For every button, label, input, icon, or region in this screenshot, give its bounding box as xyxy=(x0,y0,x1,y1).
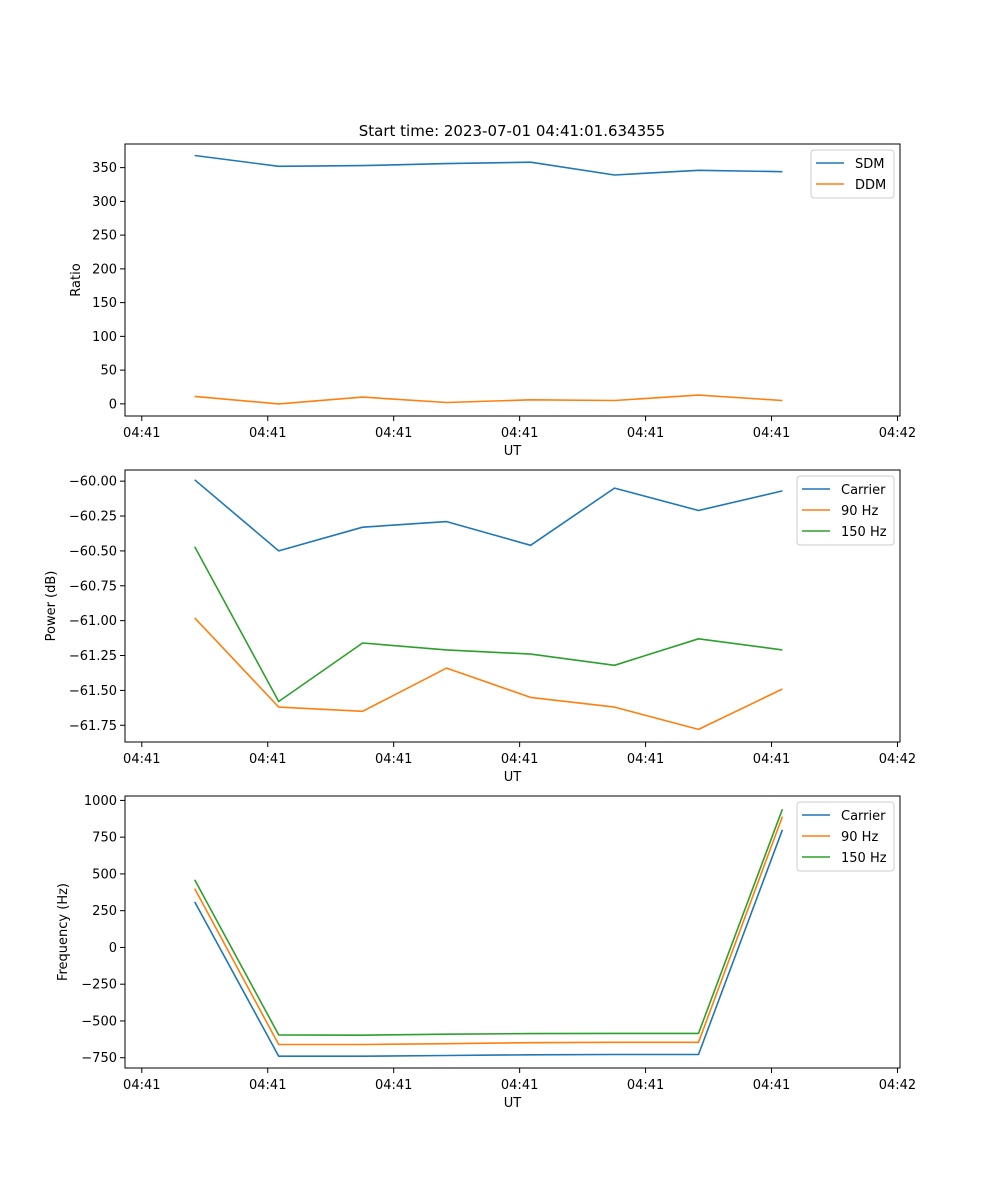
y-tick-label: −60.00 xyxy=(69,475,117,490)
legend: Carrier 90 Hz 150 Hz xyxy=(796,801,895,872)
legend-entry: SDM xyxy=(855,157,884,172)
x-tick-label: 04:41 xyxy=(627,752,664,767)
y-tick-label: 500 xyxy=(92,867,117,882)
chart-panel-1: 04:41 04:41 04:41 04:41 04:41 04:41 04:42 0 50 10… xyxy=(69,143,916,459)
legend-entry: 150 Hz xyxy=(841,525,887,540)
series-line-90-hz xyxy=(193,816,784,1046)
x-tick-label: 04:42 xyxy=(879,1078,916,1093)
y-axis-label: Ratio xyxy=(69,263,84,296)
x-axis-label: UT xyxy=(504,1096,522,1111)
legend: Carrier 90 Hz 150 Hz xyxy=(796,475,895,546)
y-tick-label: 750 xyxy=(92,831,117,846)
series-line-carrier xyxy=(193,829,784,1057)
x-tick-label: 04:41 xyxy=(249,426,286,441)
x-tick-label: 04:41 xyxy=(627,1078,664,1093)
plot-area-frame xyxy=(124,469,901,743)
y-tick-label: −750 xyxy=(81,1051,117,1066)
y-tick-label: −60.50 xyxy=(69,544,117,559)
x-tick-label: 04:42 xyxy=(879,426,916,441)
series-line-carrier xyxy=(194,479,783,552)
y-tick-label: 250 xyxy=(92,904,117,919)
x-tick-label: 04:41 xyxy=(123,752,160,767)
x-tick-label: 04:41 xyxy=(501,1078,538,1093)
legend-entry: 90 Hz xyxy=(841,830,878,845)
x-tick-label: 04:41 xyxy=(375,1078,412,1093)
plot-area-frame xyxy=(124,795,901,1069)
y-tick-label: −61.50 xyxy=(69,684,117,699)
legend-entry: 90 Hz xyxy=(841,504,878,519)
x-tick-label: 04:41 xyxy=(753,426,790,441)
x-tick-label: 04:41 xyxy=(123,1078,160,1093)
x-tick-label: 04:42 xyxy=(879,752,916,767)
y-tick-label: −60.75 xyxy=(69,579,117,594)
y-tick-label: 350 xyxy=(92,161,117,176)
figure-title: Start time: 2023-07-01 04:41:01.634355 xyxy=(359,122,665,140)
legend-entry: Carrier xyxy=(841,483,886,498)
legend: SDM DDM xyxy=(810,149,895,199)
charts: 04:41 04:41 04:41 04:41 04:41 04:41 04:42 0 50 10… xyxy=(44,143,916,1111)
series-line-ddm xyxy=(194,394,783,405)
legend-entry: DDM xyxy=(855,178,886,193)
x-tick-label: 04:41 xyxy=(249,1078,286,1093)
series-line-150-hz xyxy=(193,808,784,1036)
x-tick-label: 04:41 xyxy=(375,426,412,441)
x-tick-label: 04:41 xyxy=(501,752,538,767)
y-tick-label: 150 xyxy=(92,296,117,311)
legend-entry: 150 Hz xyxy=(841,851,887,866)
y-tick-label: −250 xyxy=(81,978,117,993)
y-tick-label: −60.25 xyxy=(69,510,117,525)
x-axis-label: UT xyxy=(504,770,522,785)
y-axis-label: Frequency (Hz) xyxy=(56,883,71,981)
x-tick-label: 04:41 xyxy=(123,426,160,441)
chart-panel-2: 04:41 04:41 04:41 04:41 04:41 04:41 04:42 −60.0… xyxy=(44,469,916,785)
plot-area-frame xyxy=(124,143,901,417)
x-tick-label: 04:41 xyxy=(627,426,664,441)
y-tick-label: 50 xyxy=(100,364,117,379)
y-tick-label: 200 xyxy=(92,262,117,277)
x-axis-label: UT xyxy=(504,444,522,459)
series-line-sdm xyxy=(194,154,783,176)
y-tick-label: −61.00 xyxy=(69,614,117,629)
y-tick-label: 300 xyxy=(92,195,117,210)
y-tick-label: −500 xyxy=(81,1014,117,1029)
y-tick-label: 100 xyxy=(92,330,117,345)
x-tick-label: 04:41 xyxy=(501,426,538,441)
x-tick-label: 04:41 xyxy=(753,752,790,767)
y-tick-label: 1000 xyxy=(84,794,117,809)
y-tick-label: −61.75 xyxy=(69,719,117,734)
series-line-90-hz xyxy=(194,617,783,731)
chart-panel-3: 04:41 04:41 04:41 04:41 04:41 04:41 04:42 1000 7… xyxy=(56,794,916,1111)
legend-box xyxy=(796,475,895,546)
legend-box xyxy=(810,149,895,199)
legend-entry: Carrier xyxy=(841,809,886,824)
y-tick-label: 0 xyxy=(109,397,117,412)
x-tick-label: 04:41 xyxy=(249,752,286,767)
y-tick-label: 250 xyxy=(92,229,117,244)
x-tick-label: 04:41 xyxy=(753,1078,790,1093)
legend-box xyxy=(796,801,895,872)
y-axis-label: Power (dB) xyxy=(44,571,59,642)
x-tick-label: 04:41 xyxy=(375,752,412,767)
series-line-150-hz xyxy=(193,546,783,703)
y-tick-label: −61.25 xyxy=(69,649,117,664)
y-tick-label: 0 xyxy=(109,941,117,956)
